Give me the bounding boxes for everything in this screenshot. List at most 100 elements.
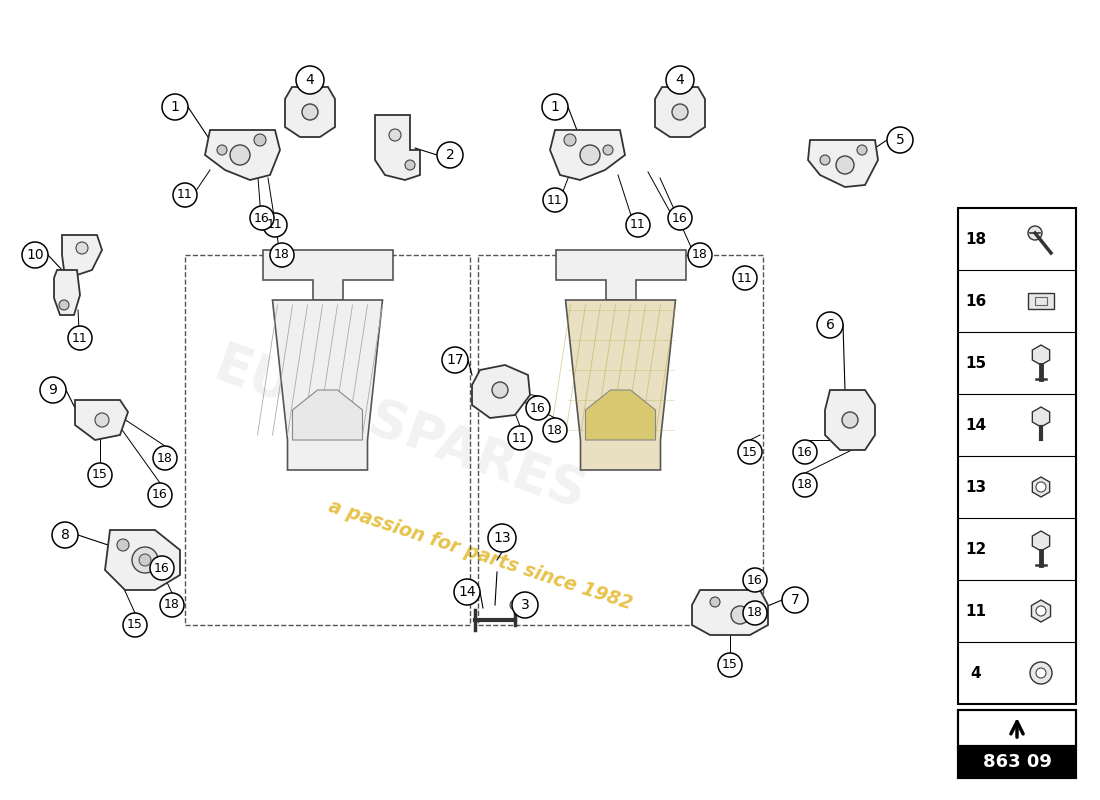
Text: 4: 4 — [675, 73, 684, 87]
Text: 15: 15 — [92, 469, 108, 482]
Text: 16: 16 — [152, 489, 168, 502]
Polygon shape — [585, 390, 656, 440]
Text: 14: 14 — [966, 418, 987, 433]
Polygon shape — [1032, 600, 1050, 622]
Circle shape — [672, 104, 688, 120]
Circle shape — [263, 213, 287, 237]
Text: 4: 4 — [306, 73, 315, 87]
Text: 18: 18 — [547, 423, 563, 437]
Circle shape — [302, 104, 318, 120]
Text: 13: 13 — [966, 479, 987, 494]
Polygon shape — [472, 365, 530, 418]
Circle shape — [160, 593, 184, 617]
Text: 18: 18 — [747, 606, 763, 619]
Text: 11: 11 — [737, 271, 752, 285]
Polygon shape — [263, 250, 393, 300]
Polygon shape — [808, 140, 878, 187]
Circle shape — [68, 326, 92, 350]
Circle shape — [733, 266, 757, 290]
Text: 6: 6 — [826, 318, 835, 332]
Text: 16: 16 — [747, 574, 763, 586]
Circle shape — [454, 579, 480, 605]
Text: 16: 16 — [530, 402, 546, 414]
Text: 18: 18 — [274, 249, 290, 262]
Circle shape — [173, 183, 197, 207]
Text: 12: 12 — [966, 542, 987, 557]
Text: 11: 11 — [267, 218, 283, 231]
Polygon shape — [1032, 531, 1049, 551]
Circle shape — [148, 483, 172, 507]
Circle shape — [580, 145, 600, 165]
Circle shape — [52, 522, 78, 548]
Circle shape — [543, 188, 566, 212]
Text: 16: 16 — [798, 446, 813, 458]
Bar — [1028, 293, 1054, 309]
Polygon shape — [273, 300, 383, 470]
Polygon shape — [550, 130, 625, 180]
Text: 15: 15 — [742, 446, 758, 458]
Text: 18: 18 — [157, 451, 173, 465]
Circle shape — [603, 145, 613, 155]
Circle shape — [742, 601, 767, 625]
Circle shape — [732, 606, 749, 624]
Circle shape — [442, 347, 468, 373]
Text: 17: 17 — [447, 353, 464, 367]
Circle shape — [59, 300, 69, 310]
Circle shape — [437, 142, 463, 168]
Bar — [185, 255, 470, 625]
Text: 11: 11 — [513, 431, 528, 445]
Circle shape — [688, 243, 712, 267]
Circle shape — [95, 413, 109, 427]
Polygon shape — [104, 530, 180, 590]
Text: 18: 18 — [966, 231, 987, 246]
Text: 11: 11 — [73, 331, 88, 345]
Circle shape — [512, 592, 538, 618]
Polygon shape — [1032, 477, 1049, 497]
Text: 15: 15 — [966, 355, 987, 370]
Circle shape — [88, 463, 112, 487]
Circle shape — [162, 94, 188, 120]
Circle shape — [76, 242, 88, 254]
Circle shape — [296, 66, 324, 94]
Polygon shape — [556, 250, 685, 300]
Circle shape — [820, 155, 830, 165]
Circle shape — [508, 426, 532, 450]
Circle shape — [738, 440, 762, 464]
Circle shape — [270, 243, 294, 267]
Polygon shape — [75, 400, 128, 440]
Text: 16: 16 — [154, 562, 169, 574]
Bar — [958, 710, 1076, 778]
Text: 16: 16 — [672, 211, 688, 225]
Circle shape — [488, 524, 516, 552]
Circle shape — [668, 206, 692, 230]
Bar — [478, 255, 763, 625]
Bar — [1035, 297, 1047, 305]
Polygon shape — [375, 115, 420, 180]
Circle shape — [117, 539, 129, 551]
Polygon shape — [654, 87, 705, 137]
Text: 18: 18 — [164, 598, 180, 611]
Circle shape — [857, 145, 867, 155]
Circle shape — [782, 587, 808, 613]
Circle shape — [526, 396, 550, 420]
Text: 9: 9 — [48, 383, 57, 397]
Polygon shape — [285, 87, 336, 137]
Circle shape — [150, 556, 174, 580]
Circle shape — [710, 597, 720, 607]
Polygon shape — [62, 235, 102, 275]
Text: 11: 11 — [177, 189, 192, 202]
Circle shape — [217, 145, 227, 155]
Circle shape — [492, 382, 508, 398]
Circle shape — [405, 160, 415, 170]
Circle shape — [666, 66, 694, 94]
Circle shape — [230, 145, 250, 165]
Text: 16: 16 — [254, 211, 270, 225]
Text: OPT: OPT — [302, 410, 353, 430]
Circle shape — [40, 377, 66, 403]
Polygon shape — [54, 270, 80, 315]
Circle shape — [139, 554, 151, 566]
Text: 15: 15 — [128, 618, 143, 631]
Circle shape — [887, 127, 913, 153]
Circle shape — [842, 412, 858, 428]
Text: 11: 11 — [966, 603, 987, 618]
